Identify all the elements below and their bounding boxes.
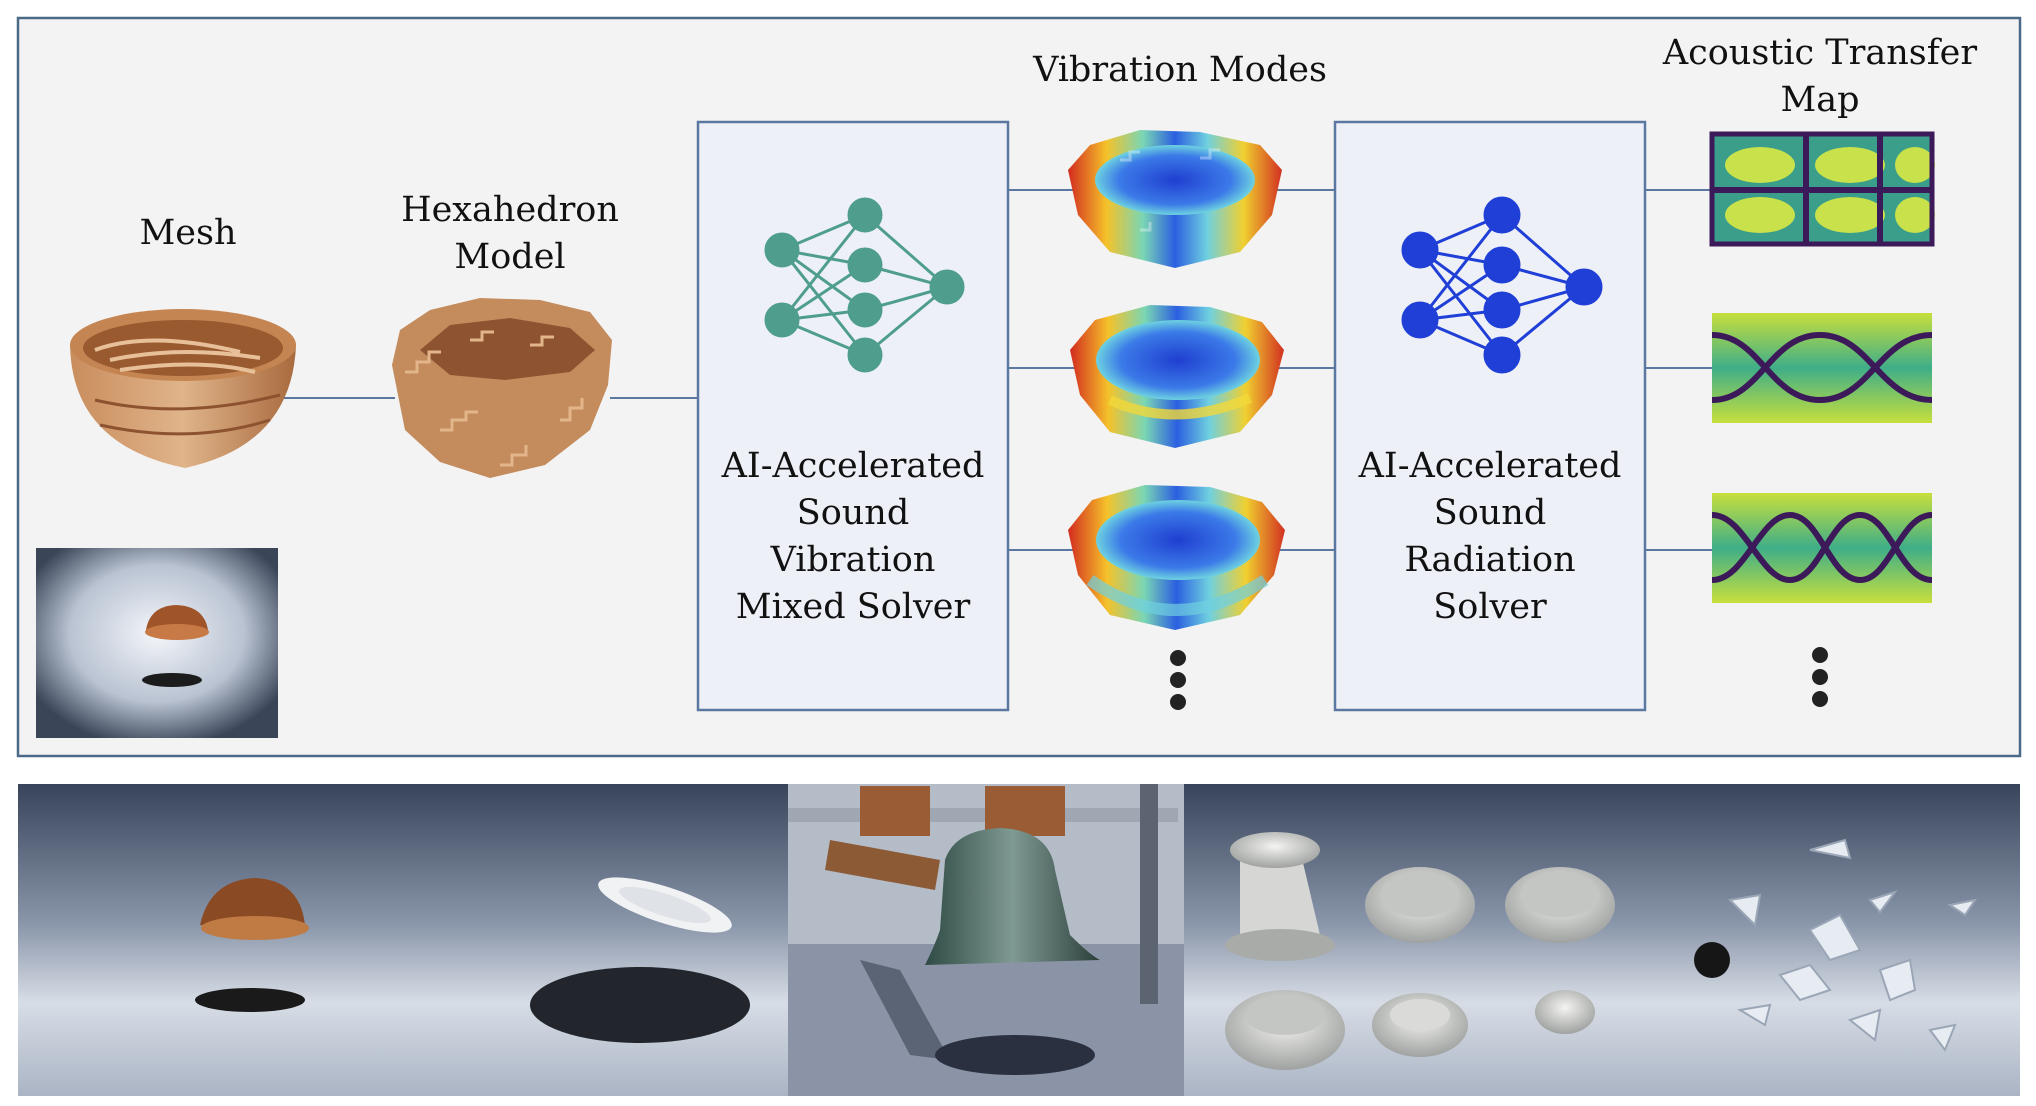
acoustic-maps-ellipsis-icon bbox=[1812, 647, 1828, 707]
acoustic-transfer-map-label: Acoustic Transfer Map bbox=[1662, 33, 1978, 120]
top-panel bbox=[16, 16, 2022, 758]
acoustic-map-2-image bbox=[1711, 313, 1933, 423]
mesh-bowl-image bbox=[70, 309, 296, 468]
mesh-label: Mesh bbox=[139, 213, 237, 253]
scene-cups bbox=[1184, 784, 1624, 1096]
preview-scene-image bbox=[36, 548, 278, 738]
radiation-neural-net-icon bbox=[1401, 196, 1603, 374]
vibration-mode-3-image bbox=[1068, 485, 1285, 630]
radiation-solver-label: AI-Accelerated Sound Radiation Solver bbox=[1358, 446, 1622, 627]
connectors bbox=[282, 189, 1712, 551]
acoustic-map-3-image bbox=[1711, 493, 1933, 603]
vibration-mode-1-image bbox=[1068, 130, 1282, 268]
vibration-modes-ellipsis-icon bbox=[1170, 650, 1186, 710]
vibration-neural-net-icon bbox=[764, 197, 965, 373]
vibration-solver-label: AI-Accelerated Sound Vibration Mixed Sol… bbox=[721, 446, 985, 627]
hexahedron-model-image bbox=[392, 298, 612, 478]
scene-plate bbox=[398, 784, 788, 1096]
vibration-modes-label: Vibration Modes bbox=[1033, 50, 1327, 90]
hexahedron-model-label: Hexahedron Model bbox=[401, 190, 619, 277]
vibration-solver-box bbox=[696, 120, 1010, 712]
scene-wooden-bowl bbox=[18, 784, 398, 1096]
scene-bell bbox=[788, 784, 1184, 1096]
scene-shattered-glass bbox=[1624, 784, 2020, 1096]
vibration-mode-2-image bbox=[1070, 305, 1284, 448]
acoustic-map-1-image bbox=[1709, 131, 1935, 247]
